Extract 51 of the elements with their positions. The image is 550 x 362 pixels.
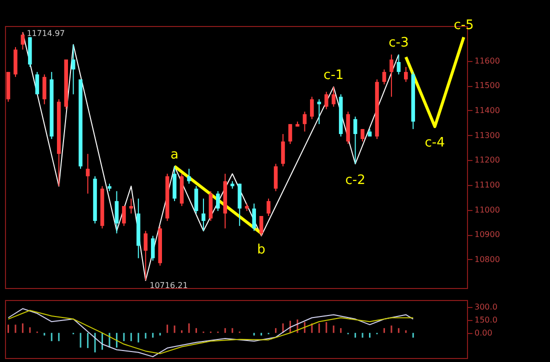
y-tick-label: 10900 (474, 230, 500, 240)
candlestick (390, 54, 394, 98)
candlestick (332, 86, 336, 108)
candlestick (360, 128, 364, 142)
candlestick (129, 198, 134, 214)
y-tick-label: 11600 (474, 56, 500, 66)
candlestick (404, 66, 408, 82)
candlestick (353, 116, 358, 164)
candlestick (281, 134, 285, 167)
candlestick (259, 215, 264, 236)
candlestick (202, 198, 206, 232)
candlestick (42, 74, 46, 105)
y-tick-label: 11200 (474, 156, 500, 165)
candlestick (266, 198, 270, 216)
candlestick (187, 168, 191, 184)
candlestick (20, 32, 25, 50)
candlestick (144, 230, 148, 281)
candlestick (150, 235, 155, 262)
y-tick-label: 150.0 (474, 315, 498, 324)
data-label: c-3 (388, 36, 409, 51)
candlestick (194, 186, 198, 214)
candlestick (396, 54, 401, 75)
candlestick (114, 190, 119, 234)
candlestick (317, 98, 322, 125)
y-tick-label: 10800 (474, 254, 500, 264)
data-label: c-2 (345, 172, 366, 188)
annotation: 10716.21 (150, 281, 188, 290)
data-label: c-1 (324, 68, 344, 83)
candlestick (382, 68, 386, 85)
candlestick (310, 96, 314, 120)
candlestick (35, 71, 40, 95)
candlestick (274, 163, 278, 192)
candlestick (288, 124, 292, 144)
annotation: 11714.97 (26, 29, 65, 38)
y-tick-label: 11300 (474, 130, 500, 140)
data-label: c-5 (454, 18, 474, 34)
candlestick (216, 190, 220, 212)
y-tick-label: 11500 (474, 81, 500, 90)
data-label: a (170, 147, 179, 162)
y-tick-label: 11000 (474, 205, 500, 214)
data-label: b (257, 242, 266, 258)
candlestick (324, 91, 328, 110)
y-tick-label: 0.00 (474, 328, 492, 338)
candlestick (71, 44, 76, 95)
y-tick-label: 11100 (474, 180, 500, 190)
candlestick (122, 206, 126, 226)
y-tick-label: 300.0 (474, 302, 498, 312)
candlestick (252, 203, 256, 232)
data-label: c-4 (424, 136, 445, 151)
candlestick (302, 111, 307, 132)
y-tick-label: 11400 (474, 106, 500, 115)
